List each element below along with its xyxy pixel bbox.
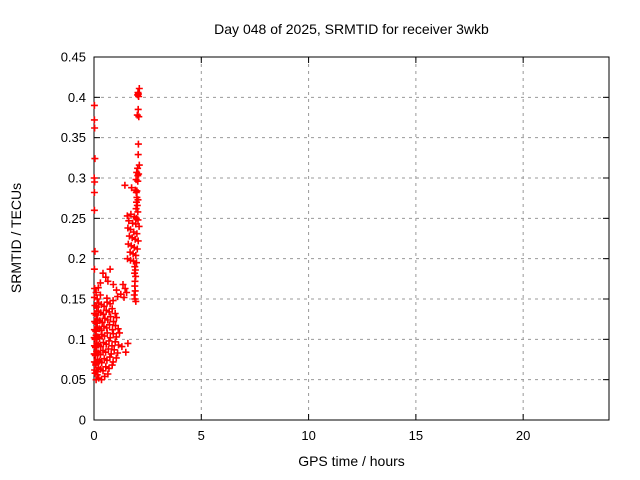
x-tick-label: 0 — [90, 428, 97, 443]
data-points — [90, 85, 143, 384]
x-tick-label: 15 — [409, 428, 423, 443]
y-tick-label: 0.3 — [68, 171, 86, 186]
x-tick-label: 5 — [198, 428, 205, 443]
y-tick-label: 0.15 — [61, 292, 86, 307]
y-tick-label: 0 — [79, 413, 86, 428]
y-tick-label: 0.45 — [61, 50, 86, 65]
x-axis-label: GPS time / hours — [298, 453, 405, 469]
y-tick-label: 0.35 — [61, 130, 86, 145]
plot-border — [93, 56, 610, 421]
x-tick-label: 20 — [516, 428, 530, 443]
y-tick-label: 0.2 — [68, 251, 86, 266]
y-tick-label: 0.05 — [61, 372, 86, 387]
chart-title: Day 048 of 2025, SRMTID for receiver 3wk… — [214, 21, 489, 37]
x-tick-label: 10 — [301, 428, 315, 443]
y-tick-label: 0.4 — [68, 90, 86, 105]
y-tick-label: 0.25 — [61, 211, 86, 226]
y-tick-label: 0.1 — [68, 332, 86, 347]
